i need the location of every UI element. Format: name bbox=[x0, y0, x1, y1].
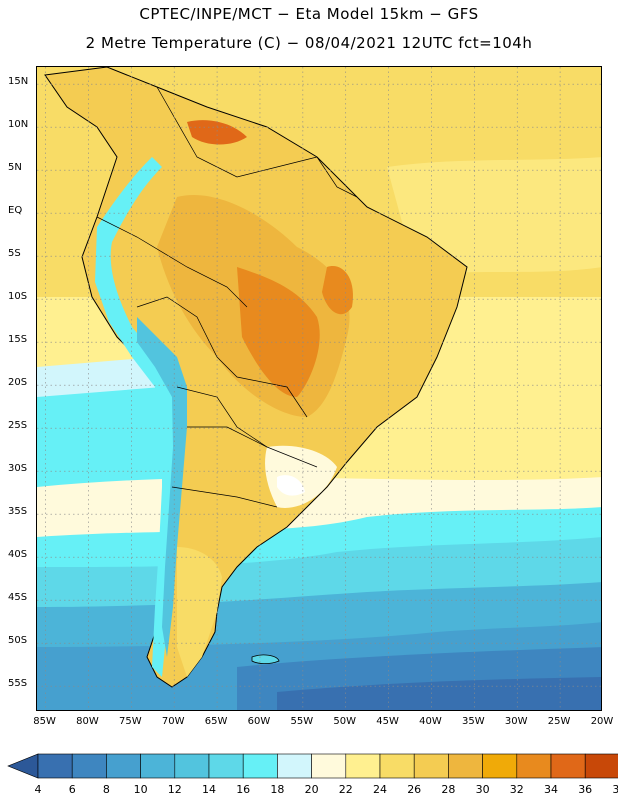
lat-tick-label: 15S bbox=[8, 334, 28, 346]
lat-tick-label: 5N bbox=[8, 162, 22, 174]
colorbar-tick-label: 28 bbox=[441, 783, 456, 796]
colorbar-tick-label: 22 bbox=[338, 783, 353, 796]
lon-tick-label: 45W bbox=[376, 716, 399, 727]
lat-tick-label: 5S bbox=[8, 248, 21, 260]
map-panel bbox=[36, 66, 602, 711]
lat-tick-label: 45S bbox=[8, 592, 28, 604]
lon-tick-label: 70W bbox=[161, 716, 185, 727]
lon-tick-label: 55W bbox=[290, 716, 314, 727]
colorbar-tick-label: 4 bbox=[34, 783, 42, 796]
country-borders bbox=[96, 86, 358, 508]
temperature-map bbox=[37, 67, 601, 710]
colorbar-segment bbox=[584, 753, 618, 779]
colorbar-segment bbox=[482, 753, 518, 779]
colorbar-tick-label: 18 bbox=[270, 783, 285, 796]
colorbar-tick-label: 30 bbox=[475, 783, 490, 796]
lon-tick-label: 35W bbox=[462, 716, 485, 727]
colorbar-segment bbox=[277, 753, 312, 779]
lat-tick-label: 55S bbox=[8, 678, 28, 690]
colorbar-tick-label: 36 bbox=[578, 783, 593, 796]
colorbar-tick-label: 14 bbox=[202, 783, 216, 796]
colorbar-segment bbox=[311, 753, 347, 779]
lon-tick-label: 20W bbox=[590, 716, 614, 727]
colorbar bbox=[7, 753, 618, 779]
lon-tick-label: 65W bbox=[204, 716, 228, 727]
colorbar-tick-label: 38 bbox=[612, 783, 618, 796]
colorbar-segment bbox=[550, 753, 586, 779]
colorbar-segment bbox=[448, 753, 483, 779]
title-line-1: CPTEC/INPE/MCT − Eta Model 15km − GFS bbox=[139, 5, 479, 23]
lon-tick-label: 80W bbox=[76, 716, 99, 727]
colorbar-tick-label: 12 bbox=[167, 783, 182, 796]
colorbar-tick-label: 26 bbox=[407, 783, 422, 796]
colorbar-segment bbox=[208, 753, 244, 779]
colorbar-segment bbox=[37, 753, 73, 779]
colorbar-segment bbox=[140, 753, 176, 779]
lon-tick-label: 30W bbox=[504, 716, 528, 727]
title-line-2: 2 Metre Temperature (C) − 08/04/2021 12U… bbox=[85, 34, 533, 52]
lat-tick-label: 20S bbox=[8, 377, 28, 389]
lat-tick-label: 10N bbox=[8, 119, 29, 131]
colorbar-segment bbox=[413, 753, 449, 779]
colorbar-segment bbox=[106, 753, 141, 779]
colorbar-tick-label: 20 bbox=[304, 783, 319, 796]
colorbar-segment bbox=[71, 753, 107, 779]
lat-tick-label: EQ bbox=[8, 205, 23, 217]
colorbar-tick-label: 32 bbox=[509, 783, 524, 796]
lat-tick-label: 30S bbox=[8, 463, 28, 475]
colorbar-segment bbox=[242, 753, 278, 779]
lat-tick-label: 25S bbox=[8, 420, 28, 432]
lat-tick-label: 10S bbox=[8, 291, 28, 303]
colorbar-segment bbox=[174, 753, 210, 779]
lon-tick-label: 40W bbox=[419, 716, 442, 727]
lat-tick-label: 40S bbox=[8, 549, 28, 561]
lon-tick-label: 50W bbox=[333, 716, 357, 727]
colorbar-tick-label: 8 bbox=[102, 783, 110, 796]
colorbar-tick-label: 16 bbox=[236, 783, 251, 796]
colorbar-segment bbox=[516, 753, 552, 779]
lat-tick-label: 35S bbox=[8, 506, 28, 518]
colorbar-segment bbox=[345, 753, 381, 779]
lat-tick-label: 50S bbox=[8, 635, 28, 647]
lon-tick-label: 60W bbox=[247, 716, 271, 727]
colorbar-under-arrow bbox=[7, 753, 39, 779]
colorbar-tick-label: 6 bbox=[68, 783, 76, 796]
lat-tick-label: 15N bbox=[8, 76, 29, 88]
colorbar-tick-label: 34 bbox=[544, 783, 558, 796]
lon-tick-label: 85W bbox=[33, 716, 56, 727]
lon-tick-label: 25W bbox=[547, 716, 571, 727]
colorbar-tick-label: 24 bbox=[373, 783, 387, 796]
lon-tick-label: 75W bbox=[119, 716, 142, 727]
colorbar-tick-label: 10 bbox=[133, 783, 148, 796]
colorbar-segment bbox=[379, 753, 415, 779]
